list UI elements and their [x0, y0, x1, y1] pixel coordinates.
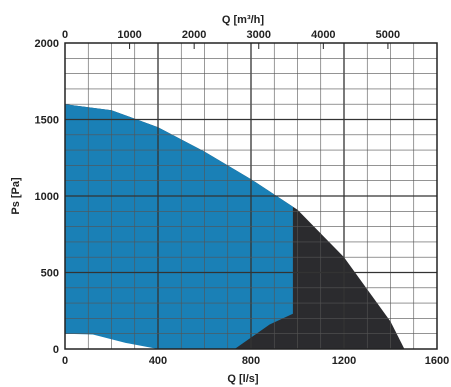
y-tick-labels: 0 500 1000 1500 2000: [35, 38, 59, 356]
x-axis-title: Q [l/s]: [227, 373, 259, 385]
x2-tick-labels: 0 1000 2000 3000 4000 5000: [62, 29, 400, 41]
x2-tick-label: 0: [62, 29, 68, 41]
y-tick-label: 1500: [35, 115, 59, 127]
x2-tick-label: 1000: [117, 29, 141, 41]
y-tick-label: 0: [53, 344, 59, 356]
x2-axis-title: Q [m³/h]: [222, 14, 264, 26]
y-tick-label: 500: [41, 268, 59, 280]
y-axis-title: Ps [Pa]: [10, 177, 22, 215]
grid-lines: [65, 43, 437, 349]
x2-tick-label: 2000: [182, 29, 206, 41]
x-tick-label: 800: [242, 355, 260, 367]
x2-tick-label: 5000: [376, 29, 400, 41]
x-tick-label: 1200: [332, 355, 356, 367]
y-tick-label: 1000: [35, 191, 59, 203]
y-tick-label: 2000: [35, 38, 59, 50]
x-tick-label: 1600: [425, 355, 449, 367]
x2-tick-label: 3000: [247, 29, 271, 41]
x-tick-label: 0: [62, 355, 68, 367]
plot-frame: [64, 42, 438, 350]
x-tick-label: 400: [149, 355, 167, 367]
x2-tick-label: 4000: [311, 29, 335, 41]
x-tick-labels: 0 400 800 1200 1600: [62, 355, 449, 367]
